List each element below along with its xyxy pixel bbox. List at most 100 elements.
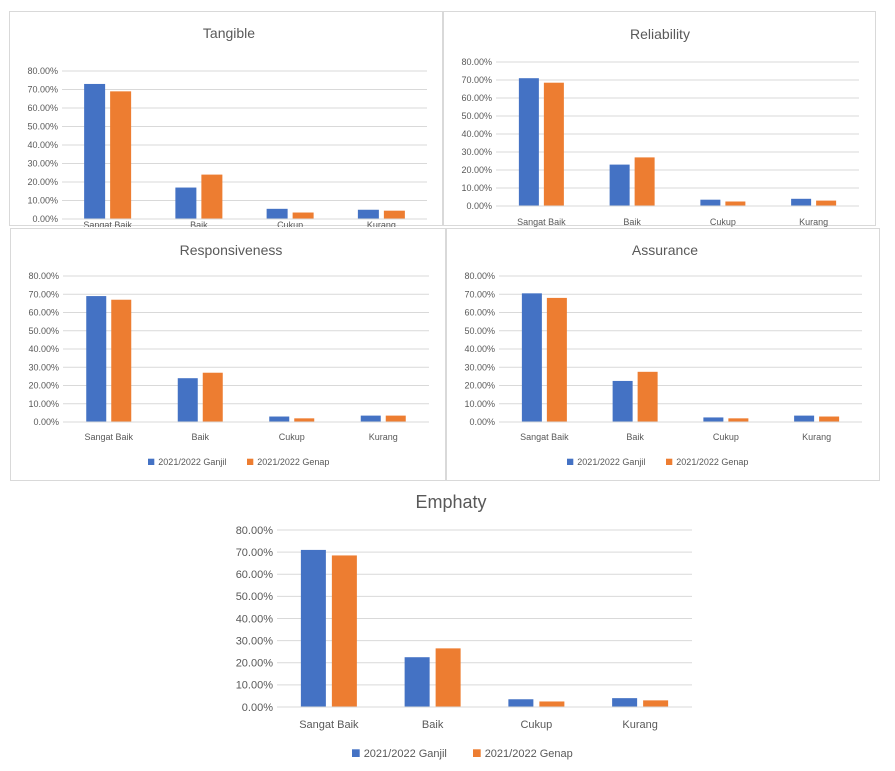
legend-label: 2021/2022 Genap: [257, 457, 329, 467]
y-tick-label: 0.00%: [32, 214, 58, 224]
bar-genap: [383, 210, 405, 219]
y-tick-label: 30.00%: [27, 159, 58, 169]
legend-label: 2021/2022 Genap: [676, 457, 748, 467]
chart-title: Tangible: [203, 25, 255, 41]
chart-panel-emphaty: Emphaty 0.00% 10.00% 20.00% 30.00% 40.00% 50.0…: [190, 482, 705, 768]
y-tick-label: 40.00%: [27, 140, 58, 150]
y-tick-label: 10.00%: [461, 183, 492, 193]
legend-label: 2021/2022 Genap: [485, 748, 573, 760]
x-tick-label: Kurang: [802, 432, 831, 442]
x-tick-label: Cukup: [710, 217, 736, 227]
x-tick-label: Cukup: [520, 719, 552, 731]
y-tick-label: 70.00%: [461, 75, 492, 85]
x-tick-label: Sangat Baik: [517, 217, 566, 227]
chart-reliability: Reliability 0.00% 10.00% 20.00% 30.00% 40.00%…: [461, 26, 859, 227]
y-tick-label: 80.00%: [236, 525, 274, 537]
y-tick-label: 50.00%: [464, 326, 495, 336]
y-tick-label: 30.00%: [236, 635, 274, 647]
bar-ganjil: [791, 198, 812, 206]
chart-panel-responsiveness: Responsiveness 0.00% 10.00% 20.00% 30.00% 40.…: [10, 228, 446, 481]
bar-genap: [539, 701, 565, 707]
bar-ganjil: [700, 199, 721, 206]
bar-genap: [385, 415, 406, 422]
bar-genap: [725, 201, 746, 206]
y-tick-label: 70.00%: [28, 289, 59, 299]
x-tick-label: Sangat Baik: [84, 432, 133, 442]
legend-swatch: [666, 458, 673, 465]
chart-panel-reliability: Reliability 0.00% 10.00% 20.00% 30.00% 40.00%…: [443, 11, 876, 227]
bar-genap: [634, 157, 655, 206]
bar-ganjil: [521, 293, 542, 422]
x-tick-label: Baik: [191, 432, 209, 442]
x-tick-label: Baik: [422, 719, 444, 731]
x-tick-label: Baik: [623, 217, 641, 227]
bar-ganjil: [266, 208, 288, 219]
bar-genap: [292, 212, 314, 219]
legend-label: 2021/2022 Ganjil: [577, 457, 645, 467]
legend-swatch: [247, 458, 254, 465]
y-tick-label: 50.00%: [28, 326, 59, 336]
bar-ganjil: [177, 378, 198, 422]
chart-responsiveness: Responsiveness 0.00% 10.00% 20.00% 30.00% 40.…: [28, 242, 429, 467]
bar-genap: [643, 700, 669, 707]
y-tick-label: 20.00%: [461, 165, 492, 175]
chart-tangible: Tangible 0.00% 10.00% 20.00% 30.00% 40.00% 50.…: [27, 25, 427, 227]
y-tick-label: 20.00%: [28, 381, 59, 391]
legend-label: 2021/2022 Ganjil: [158, 457, 226, 467]
bar-ganjil: [300, 549, 326, 707]
chart-title: Reliability: [630, 26, 690, 42]
y-tick-label: 0.00%: [33, 417, 59, 427]
bar-genap: [816, 200, 837, 206]
bar-genap: [331, 555, 357, 707]
y-tick-label: 80.00%: [461, 57, 492, 67]
y-tick-label: 20.00%: [236, 658, 274, 670]
y-tick-label: 10.00%: [236, 680, 274, 692]
x-tick-label: Cukup: [279, 432, 305, 442]
y-tick-label: 60.00%: [236, 569, 274, 581]
bar-genap: [435, 648, 461, 707]
y-tick-label: 30.00%: [28, 362, 59, 372]
chart-title: Responsiveness: [180, 242, 283, 258]
y-tick-label: 70.00%: [236, 547, 274, 559]
y-tick-label: 80.00%: [28, 271, 59, 281]
bar-genap: [111, 299, 132, 422]
x-tick-label: Baik: [190, 220, 208, 227]
x-tick-label: Kurang: [369, 432, 398, 442]
bar-ganjil: [612, 698, 638, 707]
y-tick-label: 60.00%: [461, 93, 492, 103]
bar-ganjil: [86, 296, 107, 422]
y-tick-label: 50.00%: [236, 591, 274, 603]
bar-ganjil: [609, 164, 630, 206]
y-tick-label: 30.00%: [461, 147, 492, 157]
bar-ganjil: [703, 417, 724, 422]
y-tick-label: 70.00%: [27, 85, 58, 95]
chart-title: Emphaty: [415, 492, 486, 512]
y-tick-label: 10.00%: [27, 196, 58, 206]
x-tick-label: Sangat Baik: [83, 220, 132, 227]
bar-genap: [201, 174, 223, 219]
y-tick-label: 10.00%: [464, 399, 495, 409]
chart-title: Assurance: [632, 242, 698, 258]
chart-assurance: Assurance 0.00% 10.00% 20.00% 30.00% 40.00% 50…: [464, 242, 862, 467]
y-tick-label: 10.00%: [28, 399, 59, 409]
y-tick-label: 0.00%: [242, 702, 273, 714]
y-tick-label: 40.00%: [464, 344, 495, 354]
y-tick-label: 40.00%: [236, 613, 274, 625]
x-tick-label: Cukup: [713, 432, 739, 442]
x-tick-label: Kurang: [367, 220, 396, 227]
chart-emphaty: Emphaty 0.00% 10.00% 20.00% 30.00% 40.00% 50.0…: [236, 492, 692, 760]
bar-genap: [728, 418, 749, 422]
y-tick-label: 40.00%: [28, 344, 59, 354]
y-tick-label: 80.00%: [464, 271, 495, 281]
x-tick-label: Sangat Baik: [520, 432, 569, 442]
x-tick-label: Kurang: [799, 217, 828, 227]
bar-ganjil: [175, 187, 197, 219]
bar-ganjil: [84, 83, 106, 219]
y-tick-label: 70.00%: [464, 289, 495, 299]
bar-genap: [546, 297, 567, 422]
legend-swatch: [352, 749, 360, 757]
bar-genap: [637, 371, 658, 422]
bar-genap: [819, 416, 840, 422]
y-tick-label: 40.00%: [461, 129, 492, 139]
bar-ganjil: [404, 657, 430, 707]
